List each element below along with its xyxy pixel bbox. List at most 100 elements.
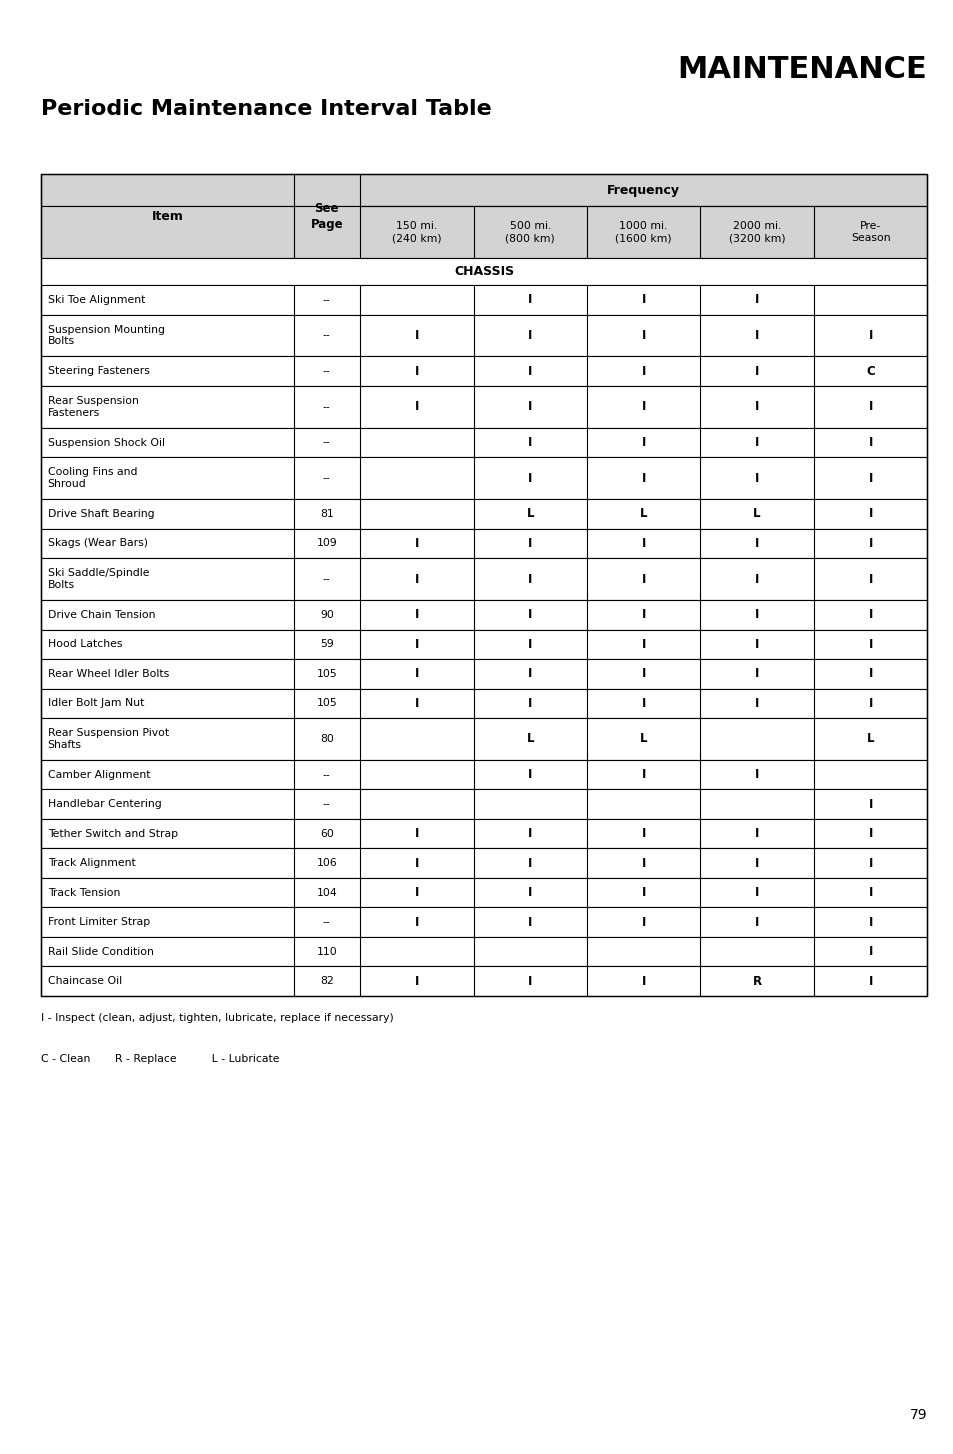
Text: --: --	[323, 401, 331, 411]
Bar	[41, 630, 926, 659]
Text: I: I	[754, 827, 759, 840]
Text: Ski Toe Alignment: Ski Toe Alignment	[48, 295, 145, 305]
Text: --: --	[323, 917, 331, 928]
Text: 1000 mi.
(1600 km): 1000 mi. (1600 km)	[615, 221, 671, 243]
Bar	[41, 259, 926, 285]
Text: Rear Suspension
Fasteners: Rear Suspension Fasteners	[48, 395, 138, 417]
Text: I: I	[528, 608, 532, 621]
Text: I: I	[754, 436, 759, 449]
Text: --: --	[323, 366, 331, 377]
Text: I: I	[754, 608, 759, 621]
Text: I: I	[640, 885, 645, 899]
Text: 110: 110	[316, 947, 336, 957]
Text: L: L	[639, 733, 647, 746]
Text: I: I	[640, 365, 645, 378]
Bar	[41, 790, 926, 819]
Text: I: I	[867, 974, 872, 987]
Text: L: L	[866, 733, 873, 746]
Bar	[41, 878, 926, 907]
Text: I: I	[754, 916, 759, 929]
Text: I: I	[754, 400, 759, 413]
Text: Tether Switch and Strap: Tether Switch and Strap	[48, 829, 177, 839]
Text: I: I	[640, 638, 645, 651]
Text: L: L	[526, 507, 534, 521]
Text: Pre-
Season: Pre- Season	[850, 221, 889, 243]
Text: I: I	[415, 608, 418, 621]
Text: I: I	[528, 365, 532, 378]
Text: I: I	[528, 400, 532, 413]
Text: I: I	[415, 638, 418, 651]
Text: I: I	[867, 916, 872, 929]
Text: Track Alignment: Track Alignment	[48, 858, 135, 868]
Text: 105: 105	[316, 698, 336, 708]
Bar	[41, 819, 926, 849]
Text: 79: 79	[909, 1407, 926, 1422]
Text: Rail Slide Condition: Rail Slide Condition	[48, 947, 153, 957]
Text: I: I	[640, 608, 645, 621]
Text: I: I	[415, 667, 418, 680]
Bar	[41, 659, 926, 689]
Text: I: I	[867, 696, 872, 710]
Text: I: I	[867, 537, 872, 550]
Text: I: I	[867, 945, 872, 958]
Bar	[41, 385, 926, 427]
Text: R: R	[752, 974, 760, 987]
Bar	[41, 558, 926, 601]
Text: I: I	[528, 436, 532, 449]
Text: I: I	[415, 537, 418, 550]
Bar	[41, 285, 926, 314]
Text: Suspension Mounting
Bolts: Suspension Mounting Bolts	[48, 324, 165, 346]
Text: I: I	[754, 294, 759, 307]
Text: CHASSIS: CHASSIS	[454, 265, 514, 278]
Text: I: I	[415, 696, 418, 710]
Text: I: I	[415, 856, 418, 869]
Text: I: I	[415, 885, 418, 899]
Bar	[41, 427, 926, 458]
Text: I: I	[754, 696, 759, 710]
Text: I: I	[528, 471, 532, 484]
Text: Rear Wheel Idler Bolts: Rear Wheel Idler Bolts	[48, 669, 169, 679]
Bar	[41, 206, 926, 259]
Text: --: --	[323, 438, 331, 448]
Text: --: --	[323, 295, 331, 305]
Bar	[41, 718, 926, 760]
Text: Hood Latches: Hood Latches	[48, 640, 122, 650]
Bar	[41, 458, 926, 499]
Text: I: I	[867, 827, 872, 840]
Text: I: I	[640, 667, 645, 680]
Bar	[41, 174, 926, 206]
Bar	[41, 499, 926, 529]
Bar	[41, 936, 926, 967]
Text: I: I	[640, 827, 645, 840]
Text: I: I	[867, 471, 872, 484]
Text: I: I	[754, 768, 759, 781]
Text: I: I	[640, 916, 645, 929]
Text: See
Page: See Page	[311, 202, 343, 231]
Text: I: I	[528, 573, 532, 586]
Bar	[41, 907, 926, 936]
Bar	[41, 601, 926, 630]
Bar	[41, 689, 926, 718]
Text: I: I	[528, 329, 532, 342]
Text: 59: 59	[319, 640, 334, 650]
Text: I: I	[867, 608, 872, 621]
Text: 500 mi.
(800 km): 500 mi. (800 km)	[505, 221, 555, 243]
Text: I: I	[528, 768, 532, 781]
Text: I: I	[754, 856, 759, 869]
Text: Handlebar Centering: Handlebar Centering	[48, 800, 161, 808]
Text: I: I	[640, 768, 645, 781]
Text: I: I	[867, 329, 872, 342]
Text: C - Clean       R - Replace          L - Lubricate: C - Clean R - Replace L - Lubricate	[41, 1054, 279, 1064]
Text: I: I	[754, 537, 759, 550]
Text: 109: 109	[316, 538, 336, 548]
Text: 90: 90	[319, 609, 334, 619]
Text: Rear Suspension Pivot
Shafts: Rear Suspension Pivot Shafts	[48, 728, 169, 750]
Text: Idler Bolt Jam Nut: Idler Bolt Jam Nut	[48, 698, 144, 708]
Text: I: I	[528, 916, 532, 929]
Text: 104: 104	[316, 888, 336, 897]
Text: I: I	[640, 400, 645, 413]
Text: --: --	[323, 330, 331, 340]
Text: Item: Item	[152, 209, 183, 222]
Text: Track Tension: Track Tension	[48, 888, 120, 897]
Text: MAINTENANCE: MAINTENANCE	[677, 55, 926, 84]
